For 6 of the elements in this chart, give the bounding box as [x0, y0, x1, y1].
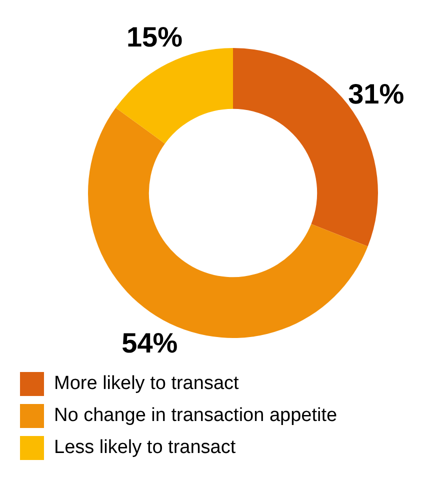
- legend-label: Less likely to transact: [54, 437, 236, 459]
- legend-label: More likely to transact: [54, 373, 239, 395]
- data-label: 15%: [126, 22, 183, 53]
- data-label: 31%: [348, 78, 404, 110]
- legend-label: No change in transaction appetite: [54, 405, 338, 427]
- data-label: 54%: [122, 327, 178, 358]
